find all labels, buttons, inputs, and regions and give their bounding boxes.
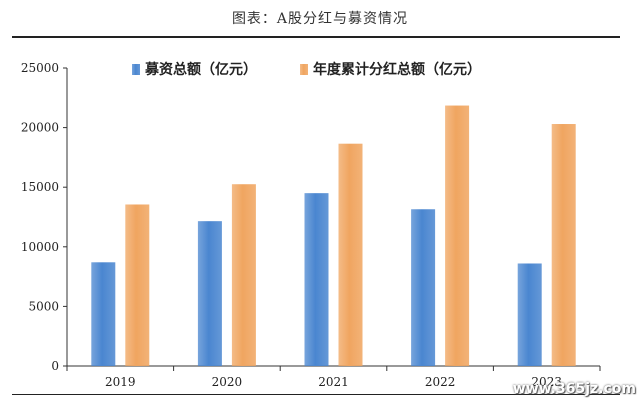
y-tick-label: 0 — [51, 359, 59, 373]
watermark: www.365jz.com — [512, 381, 636, 397]
legend-label-fundraising: 募资总额（亿元） — [144, 61, 257, 78]
bar-fundraising-2020 — [197, 221, 222, 366]
bar-dividend-2023 — [551, 124, 576, 366]
y-tick-label: 15000 — [21, 180, 59, 194]
y-tick-label: 25000 — [21, 61, 59, 75]
legend: 募资总额（亿元） 年度累计分红总额（亿元） — [132, 61, 481, 78]
x-tick-label: 2020 — [212, 375, 243, 389]
x-axis: 2019 2020 2021 2022 2023 — [66, 365, 601, 389]
bar-fundraising-2023 — [517, 263, 542, 366]
bar-dividend-2022 — [445, 105, 470, 366]
legend-swatch-fundraising — [132, 64, 140, 75]
bottom-rule — [12, 394, 620, 395]
bar-dividend-2021 — [338, 143, 363, 366]
y-tick-label: 5000 — [28, 299, 59, 313]
bars — [91, 105, 576, 366]
y-tick-label: 10000 — [21, 240, 59, 254]
x-tick-label: 2023 — [531, 375, 562, 389]
x-tick-label: 2019 — [105, 375, 136, 389]
legend-swatch-dividend — [300, 64, 308, 75]
x-tick-label: 2021 — [318, 375, 349, 389]
bar-dividend-2019 — [125, 204, 150, 366]
page-title: 图表：A股分红与募资情况 — [231, 11, 409, 27]
top-rule — [12, 36, 620, 38]
bar-fundraising-2022 — [411, 209, 436, 366]
y-axis: 0 5000 10000 15000 20000 25000 — [21, 61, 68, 373]
bar-dividend-2020 — [231, 184, 256, 366]
x-tick-label: 2022 — [425, 375, 456, 389]
y-tick-label: 20000 — [21, 121, 59, 135]
bar-fundraising-2021 — [304, 193, 329, 366]
bar-fundraising-2019 — [91, 262, 116, 366]
legend-label-dividend: 年度累计分红总额（亿元） — [313, 61, 481, 78]
